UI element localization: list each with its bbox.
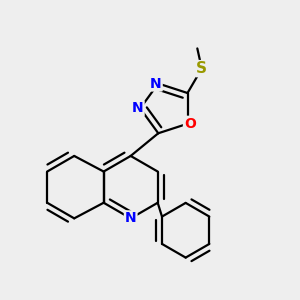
Text: N: N — [125, 212, 136, 225]
Text: N: N — [132, 101, 144, 116]
Text: O: O — [184, 117, 196, 131]
Text: S: S — [196, 61, 207, 76]
Text: N: N — [150, 76, 162, 91]
